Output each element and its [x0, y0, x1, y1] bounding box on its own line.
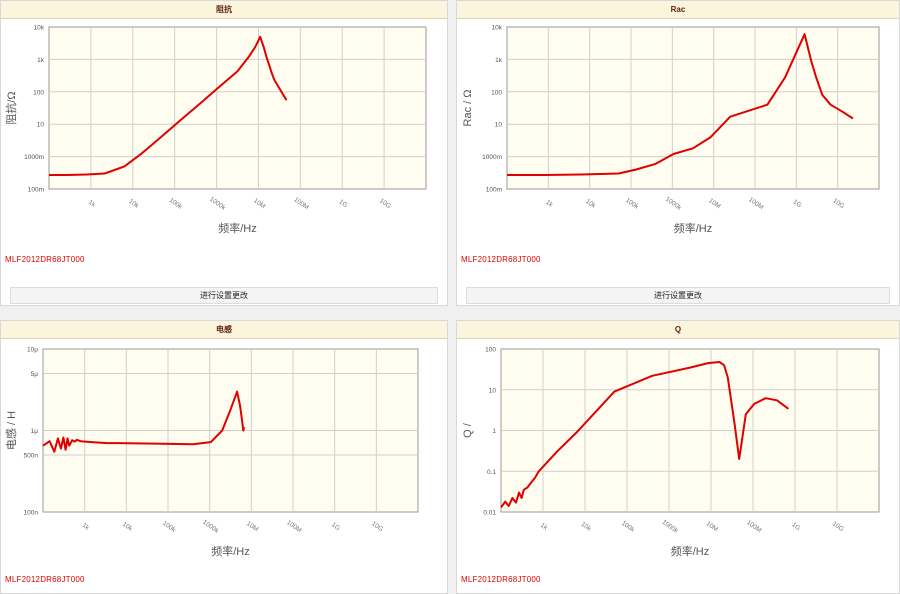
series-line	[507, 33, 854, 176]
x-tick-label: 10M	[705, 520, 719, 533]
part-number: MLF2012DR68JT000	[5, 575, 85, 584]
x-tick-label: 1000k	[208, 196, 227, 212]
x-tick-label: 100M	[285, 519, 302, 534]
x-axis-label: 频率/Hz	[211, 544, 250, 558]
x-axis-label: 频率/Hz	[671, 544, 710, 558]
y-tick-label: 10	[495, 122, 503, 129]
plot-area	[506, 26, 880, 190]
part-number: MLF2012DR68JT000	[461, 255, 541, 264]
chart-panel-inductance: 电感 1k 10k 100k 1000k 10M 100M 1G 10G 100n 500n 1μ 5…	[0, 320, 448, 594]
x-tick-label: 100M	[747, 196, 764, 211]
y-tick-label: 100m	[28, 187, 44, 194]
x-tick-label: 10G	[378, 197, 392, 210]
x-tick-label: 1000k	[664, 196, 683, 212]
y-tick-label: 10	[489, 387, 497, 394]
chart-title: 阻抗	[1, 1, 447, 19]
chart-title: 电感	[1, 321, 447, 339]
y-tick-label: 1μ	[31, 428, 39, 435]
y-axis-label: Q /	[462, 422, 474, 438]
y-tick-label: 100	[491, 89, 502, 96]
chart-inductance: 1k 10k 100k 1000k 10M 100M 1G 10G 100n 500n 1μ 5μ 10…	[5, 347, 419, 558]
y-tick-label: 100	[33, 89, 44, 96]
chart-panel-q: Q 1k 10k 100k 1000k 10M 100M 1G 10G 0.01 0.1 1 10 10…	[456, 320, 900, 594]
x-tick-label: 10G	[831, 520, 845, 533]
x-tick-label: 1G	[790, 521, 801, 532]
y-tick-label: 100	[485, 347, 496, 354]
x-axis-label: 频率/Hz	[218, 221, 257, 235]
y-tick-label: 1k	[495, 57, 503, 64]
settings-change-button[interactable]: 进行设置更改	[10, 287, 438, 304]
y-tick-label: 0.01	[483, 510, 496, 517]
y-tick-label: 100n	[24, 510, 39, 517]
y-tick-label: 0.1	[487, 469, 496, 476]
x-tick-label: 10k	[580, 521, 593, 533]
y-axis-label: 电感 / H	[5, 411, 18, 450]
y-tick-label: 1	[492, 428, 496, 435]
y-tick-label: 5μ	[31, 371, 39, 378]
part-number: MLF2012DR68JT000	[5, 255, 85, 264]
x-tick-label: 1000k	[201, 519, 220, 535]
x-tick-label: 10k	[584, 198, 597, 210]
x-tick-label: 100k	[161, 520, 177, 534]
x-tick-label: 1k	[544, 199, 554, 209]
x-tick-label: 10M	[245, 520, 259, 533]
chart-impedance: 1k 10k 100k 1000k 10M 100M 1G 10G 100m 1000m 10 100…	[4, 25, 427, 235]
x-tick-label: 1000k	[661, 519, 680, 535]
x-tick-label: 10G	[831, 197, 845, 210]
x-tick-label: 1k	[87, 199, 97, 209]
y-tick-label: 1000m	[482, 154, 502, 161]
y-tick-label: 100m	[486, 187, 502, 194]
y-tick-label: 1000m	[24, 154, 44, 161]
series-line	[49, 35, 288, 176]
chart-panel-impedance: 阻抗 1k 10k 100k 1000k 10M 100M 1G 10G 100m 1000m 10…	[0, 0, 448, 306]
x-tick-label: 10k	[121, 521, 134, 533]
y-tick-label: 10μ	[27, 347, 38, 354]
x-tick-label: 10G	[370, 520, 384, 533]
x-tick-label: 10M	[252, 197, 266, 210]
chart-title: Q	[457, 321, 899, 339]
y-tick-label: 10k	[34, 25, 45, 32]
series-line	[500, 361, 789, 508]
x-tick-label: 10k	[127, 198, 140, 210]
x-tick-label: 100k	[168, 197, 184, 211]
x-tick-label: 1k	[539, 522, 549, 532]
x-tick-label: 100k	[624, 197, 640, 211]
plot-area	[48, 26, 427, 190]
part-number: MLF2012DR68JT000	[461, 575, 541, 584]
chart-title: Rac	[457, 1, 899, 19]
x-tick-label: 1k	[81, 522, 91, 532]
y-tick-label: 500n	[24, 453, 39, 460]
chart-panel-rac: Rac 1k 10k 100k 1000k 10M 100M 1G 10G 100m 1000m 1…	[456, 0, 900, 306]
chart-rac: 1k 10k 100k 1000k 10M 100M 1G 10G 100m 1000m 10 100…	[462, 25, 880, 235]
y-tick-label: 10	[37, 122, 45, 129]
y-tick-label: 10k	[492, 25, 503, 32]
x-tick-label: 1G	[338, 198, 349, 209]
y-axis-label: Rac / Ω	[462, 90, 474, 127]
x-tick-label: 100k	[620, 520, 636, 534]
settings-change-button[interactable]: 进行设置更改	[466, 287, 890, 304]
y-tick-label: 1k	[37, 57, 45, 64]
series-line	[42, 390, 246, 453]
x-tick-label: 100M	[745, 519, 762, 534]
x-tick-label: 1G	[330, 521, 341, 532]
x-tick-label: 100M	[293, 196, 310, 211]
x-tick-label: 1G	[792, 198, 803, 209]
chart-q: 1k 10k 100k 1000k 10M 100M 1G 10G 0.01 0.1 1 10 100 频…	[462, 347, 880, 558]
y-axis-label: 阻抗/Ω	[4, 91, 18, 124]
x-axis-label: 频率/Hz	[674, 221, 713, 235]
x-tick-label: 10M	[707, 197, 721, 210]
